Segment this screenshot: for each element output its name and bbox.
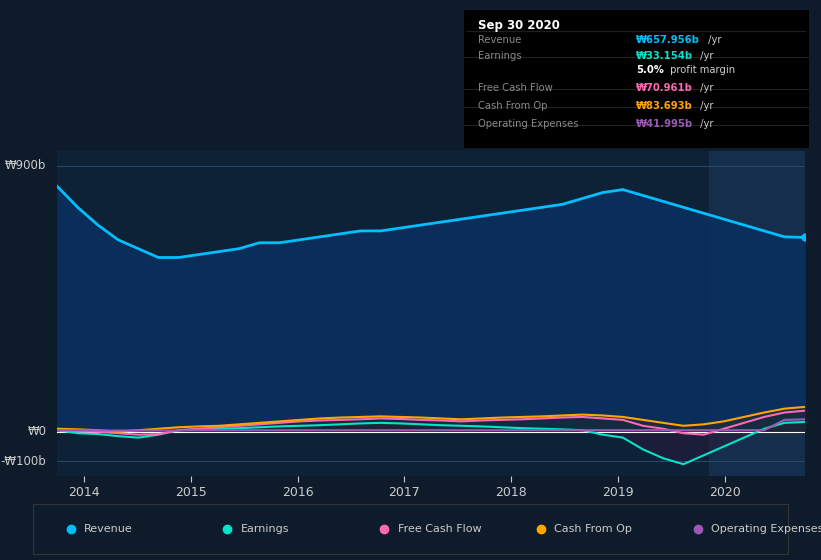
Text: /yr: /yr [704, 35, 721, 44]
Text: 5.0%: 5.0% [636, 65, 664, 75]
Text: Revenue: Revenue [85, 524, 133, 534]
Text: Free Cash Flow: Free Cash Flow [397, 524, 481, 534]
Text: Sep 30 2020: Sep 30 2020 [478, 19, 560, 32]
Text: ₩83.693b: ₩83.693b [636, 101, 693, 111]
Text: /yr: /yr [697, 83, 713, 93]
Text: ₩70.961b: ₩70.961b [636, 83, 693, 93]
Text: Free Cash Flow: Free Cash Flow [478, 83, 553, 93]
Text: ₩41.995b: ₩41.995b [636, 119, 694, 129]
Text: ₩33.154b: ₩33.154b [636, 51, 694, 61]
Text: Earnings: Earnings [478, 51, 521, 61]
Text: Operating Expenses: Operating Expenses [711, 524, 821, 534]
Text: Cash From Op: Cash From Op [478, 101, 547, 111]
Text: ₩657.956b: ₩657.956b [636, 35, 700, 44]
Bar [709, 151, 805, 476]
Text: Earnings: Earnings [241, 524, 290, 534]
Text: Cash From Op: Cash From Op [554, 524, 632, 534]
Text: Revenue: Revenue [478, 35, 521, 44]
Text: profit margin: profit margin [667, 65, 735, 75]
Text: /yr: /yr [697, 119, 713, 129]
Text: Operating Expenses: Operating Expenses [478, 119, 578, 129]
Text: ₩900b: ₩900b [5, 160, 46, 172]
Text: /yr: /yr [697, 51, 713, 61]
Text: ₩0: ₩0 [27, 425, 46, 438]
Text: -₩100b: -₩100b [1, 455, 46, 468]
Text: /yr: /yr [697, 101, 713, 111]
